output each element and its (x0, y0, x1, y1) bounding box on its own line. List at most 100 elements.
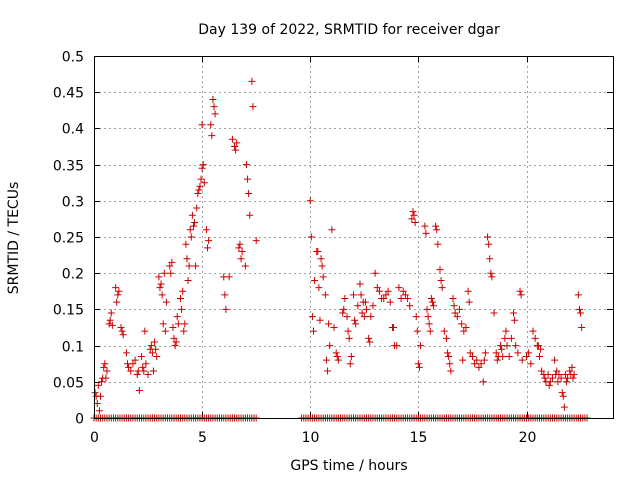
data-point (510, 309, 518, 317)
data-point (413, 327, 421, 335)
data-point (198, 164, 206, 172)
data-point (188, 211, 196, 219)
data-point (209, 95, 217, 103)
data-point (486, 255, 494, 263)
data-point (318, 262, 326, 270)
data-point (422, 229, 430, 237)
data-point (393, 342, 401, 350)
data-point (384, 287, 392, 295)
data-point (451, 309, 459, 317)
data-point (577, 309, 585, 317)
data-point (423, 305, 431, 313)
data-point (210, 103, 218, 111)
data-point (168, 258, 176, 266)
data-point (566, 367, 574, 375)
data-point (365, 334, 373, 342)
data-point (380, 295, 388, 303)
data-point (221, 291, 229, 299)
data-point (490, 309, 498, 317)
data-point (238, 247, 246, 255)
data-point (358, 309, 366, 317)
data-point (233, 139, 241, 147)
data-point (171, 342, 179, 350)
data-point (535, 352, 543, 360)
y-tick-label: 0.3 (62, 195, 84, 211)
data-point (575, 305, 583, 313)
data-point (453, 313, 461, 321)
x-tick-label: 15 (410, 430, 428, 446)
x-tick-label: 0 (90, 430, 99, 446)
data-point (199, 161, 207, 169)
data-point (159, 320, 167, 328)
data-point (98, 378, 106, 386)
data-point (333, 352, 341, 360)
x-tick-label: 5 (198, 430, 207, 446)
data-point (311, 276, 319, 284)
data-point (537, 345, 545, 353)
data-point (493, 356, 501, 364)
data-point (517, 291, 525, 299)
data-point (244, 175, 252, 183)
data-point (465, 298, 473, 306)
plot-frame (94, 56, 614, 419)
data-point (180, 327, 188, 335)
data-point (341, 295, 349, 303)
data-point (525, 349, 533, 357)
data-point (459, 356, 467, 364)
data-point (505, 352, 513, 360)
data-point (235, 244, 243, 252)
data-point (96, 392, 104, 400)
data-point (106, 316, 114, 324)
data-point (430, 302, 438, 310)
data-point (192, 262, 200, 270)
data-point (166, 262, 174, 270)
data-point (170, 334, 178, 342)
data-point (157, 280, 165, 288)
data-point (187, 233, 195, 241)
data-point (200, 179, 208, 187)
data-point (475, 363, 483, 371)
data-point (144, 371, 152, 379)
data-point (326, 342, 334, 350)
data-point (91, 389, 99, 397)
data-point (497, 342, 505, 350)
data-point (141, 327, 149, 335)
data-point (95, 407, 103, 415)
data-point (354, 302, 362, 310)
data-point (167, 269, 175, 277)
y-tick-label: 0.15 (53, 303, 84, 319)
data-point (108, 321, 116, 329)
data-point (202, 226, 210, 234)
data-point (245, 190, 253, 198)
data-point (386, 298, 394, 306)
data-point (193, 204, 201, 212)
data-point (488, 273, 496, 281)
data-point (569, 374, 577, 382)
data-point (344, 327, 352, 335)
data-point (415, 363, 423, 371)
data-point (559, 392, 567, 400)
data-point (487, 269, 495, 277)
data-point (409, 208, 417, 216)
data-point (151, 338, 159, 346)
y-tick-label: 0.25 (53, 231, 84, 247)
data-point (574, 291, 582, 299)
data-point (408, 215, 416, 223)
data-point (406, 302, 414, 310)
y-tick-label: 0 (75, 412, 84, 428)
data-point (332, 349, 340, 357)
data-point (468, 352, 476, 360)
data-point (117, 324, 125, 331)
data-point (113, 298, 121, 306)
data-point (484, 233, 492, 241)
data-point (545, 381, 553, 389)
data-point (161, 327, 169, 335)
data-point (308, 313, 316, 321)
data-point (433, 226, 441, 234)
data-point (237, 255, 245, 263)
data-point (138, 352, 146, 360)
data-point (514, 349, 522, 357)
data-point (346, 360, 354, 368)
data-point (375, 287, 383, 295)
